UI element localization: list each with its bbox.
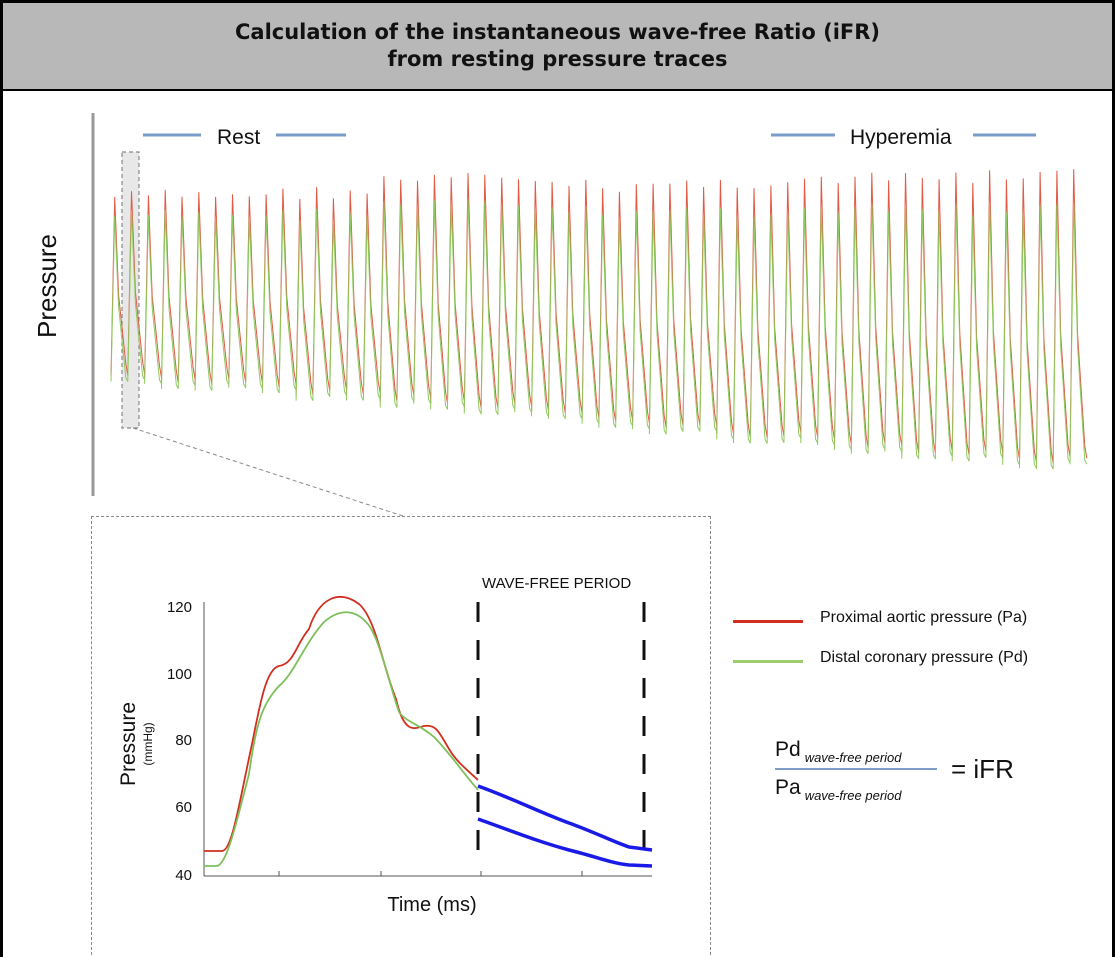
inset-chart: WAVE-FREE PERIOD 120 100 80 60 40 Pressu… — [117, 575, 653, 916]
legend-pa-swatch — [733, 620, 803, 623]
formula-denominator: Pa wave-free period — [775, 776, 902, 803]
y-tick-40: 40 — [175, 867, 192, 884]
formula-numerator-text: Pd — [775, 738, 801, 761]
legend-pd-swatch — [733, 660, 803, 663]
legend-pd-label: Distal coronary pressure (Pd) — [820, 649, 1029, 666]
inset-beat-panel: WAVE-FREE PERIOD 120 100 80 60 40 Pressu… — [91, 516, 711, 957]
wave-free-pa-segment — [477, 784, 653, 852]
inset-pd-curve — [204, 611, 479, 867]
overview-traces — [110, 169, 1088, 470]
overview-trace-panel: Pressure Rest Hyperemia — [32, 113, 1088, 516]
wave-free-pd-segment — [477, 817, 653, 868]
y-tick-80: 80 — [175, 732, 192, 749]
inset-y-unit: (mmHg) — [141, 722, 155, 765]
title-line-2: from resting pressure traces — [387, 47, 728, 71]
y-tick-120: 120 — [167, 599, 192, 616]
formula-numerator: Pd wave-free period — [775, 738, 902, 765]
title-line-1: Calculation of the instantaneous wave-fr… — [234, 20, 881, 44]
overview-pd-trace — [110, 199, 1088, 470]
hyperemia-label: Hyperemia — [850, 126, 952, 149]
y-tick-60: 60 — [175, 799, 192, 816]
figure-header: Calculation of the instantaneous wave-fr… — [3, 3, 1112, 91]
inset-pa-curve — [204, 596, 479, 852]
formula-result: = iFR — [951, 754, 1014, 784]
inset-y-label: Pressure — [117, 702, 140, 786]
zoom-connector-line — [132, 427, 404, 516]
legend-item-pd: Distal coronary pressure (Pd) — [733, 649, 1093, 673]
formula-fraction-bar — [775, 768, 937, 770]
ifr-formula: Pd wave-free period Pa wave-free period = … — [775, 738, 1075, 828]
overview-y-label: Pressure — [32, 234, 62, 338]
selected-beat-highlight — [121, 151, 140, 429]
y-tick-100: 100 — [167, 666, 192, 683]
formula-numerator-sub: wave-free period — [804, 750, 902, 765]
formula-denominator-text: Pa — [775, 776, 801, 799]
legend-pa-label: Proximal aortic pressure (Pa) — [820, 609, 1028, 626]
legend-item-pa: Proximal aortic pressure (Pa) — [733, 609, 1093, 633]
formula-denominator-sub: wave-free period — [804, 788, 902, 803]
inset-x-label: Time (ms) — [387, 894, 476, 916]
wave-free-period-label: WAVE-FREE PERIOD — [482, 575, 631, 592]
rest-label: Rest — [217, 126, 260, 149]
